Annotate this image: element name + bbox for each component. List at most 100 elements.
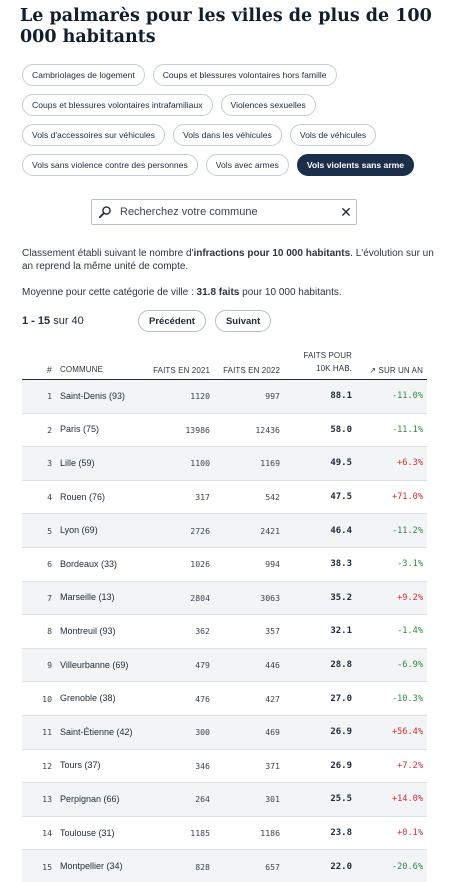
faits-10k-cell: 27.0 xyxy=(330,693,352,704)
commune-cell: Marseille (13) xyxy=(60,592,115,603)
table-body: 1 Saint-Denis (93) 1120 997 88.1 -11.0% 2 Paris… xyxy=(22,380,427,882)
commune-cell: Bordeaux (33) xyxy=(60,558,118,569)
faits-2022-cell: 997 xyxy=(265,391,280,402)
commune-cell: Grenoble (38) xyxy=(60,693,116,704)
faits-2022-cell: 2421 xyxy=(260,525,280,536)
filter-chip-vols-avec-armes[interactable]: Vols avec armes xyxy=(205,154,289,176)
faits-10k-cell: 49.5 xyxy=(330,458,352,469)
commune-cell: Montpellier (34) xyxy=(60,861,123,872)
page-title: Le palmarès pour les villes de plus de 1… xyxy=(20,6,432,47)
faits-2022-cell: 3063 xyxy=(260,592,280,603)
filter-chip-vols-sans-violence-contre-des-personnes[interactable]: Vols sans violence contre des personnes xyxy=(22,154,198,176)
pagination-count: 1 - 15 sur 40 xyxy=(22,315,138,327)
table-row: 6 Bordeaux (33) 1026 994 38.3 -3.1% xyxy=(22,548,427,582)
evolution-cell: -11.1% xyxy=(391,424,423,435)
search-icon xyxy=(92,205,118,219)
faits-2021-cell: 479 xyxy=(195,660,210,671)
rank-cell: 11 xyxy=(42,727,52,738)
filter-chip-vols-violents-sans-arme[interactable]: Vols violents sans arme xyxy=(296,154,415,176)
table-row: 9 Villeurbanne (69) 479 446 28.8 -6.9% xyxy=(22,648,427,683)
faits-2022-cell: 357 xyxy=(265,626,280,637)
category-average: Moyenne pour cette catégorie de ville : … xyxy=(22,287,447,298)
header-faits-10k[interactable]: FAITS POUR 10K HAB. xyxy=(280,349,352,375)
evolution-cell: -6.9% xyxy=(397,660,423,671)
filter-chip-coups-et-blessures-volontaires-intrafamiliaux[interactable]: Coups et blessures volontaires intrafami… xyxy=(22,94,213,116)
header-faits-10k-line1: FAITS POUR xyxy=(303,351,352,360)
faits-10k-cell: 38.3 xyxy=(330,559,352,570)
filter-chip-coups-et-blessures-volontaires-hors-famille[interactable]: Coups et blessures volontaires hors fami… xyxy=(152,64,337,86)
header-evolution[interactable]: ↗ SUR UN AN xyxy=(369,366,423,375)
filter-chip-vols-d-accessoires-sur-vehicules[interactable]: Vols d'accessoires sur véhicules xyxy=(22,124,165,146)
rank-cell: 6 xyxy=(47,559,52,570)
filter-chip-violences-sexuelles[interactable]: Violences sexuelles xyxy=(220,94,316,116)
header-faits-2021[interactable]: FAITS EN 2021 xyxy=(153,366,210,375)
table-row: 8 Montreuil (93) 362 357 32.1 -1.4% xyxy=(22,615,427,649)
ranking-description: Classement établi suivant le nombre d'in… xyxy=(22,247,447,273)
rank-cell: 5 xyxy=(47,525,52,536)
faits-2022-cell: 301 xyxy=(265,794,280,805)
commune-cell: Perpignan (66) xyxy=(60,793,120,804)
rank-cell: 1 xyxy=(47,391,52,402)
faits-10k-cell: 22.0 xyxy=(330,861,352,872)
commune-cell: Paris (75) xyxy=(60,424,100,435)
close-icon[interactable]: ✕ xyxy=(340,203,352,220)
description-text: Classement établi suivant le nombre d' xyxy=(22,248,194,259)
faits-2022-cell: 1169 xyxy=(260,458,280,469)
category-filters: Cambriolages de logement Coups et blessur… xyxy=(22,64,442,184)
commune-cell: Villeurbanne (69) xyxy=(60,659,129,670)
table-header: # COMMUNE FAITS EN 2021 FAITS EN 2022 FA… xyxy=(22,345,427,380)
faits-2022-cell: 371 xyxy=(265,760,280,771)
faits-2021-cell: 828 xyxy=(195,861,210,872)
previous-button[interactable]: Précédent xyxy=(138,310,206,332)
average-value: 31.8 xyxy=(196,287,217,298)
faits-2022-cell: 994 xyxy=(265,559,280,570)
average-unit: faits xyxy=(216,287,240,298)
faits-2021-cell: 346 xyxy=(195,760,210,771)
faits-2022-cell: 542 xyxy=(265,492,280,503)
faits-2022-cell: 12436 xyxy=(255,424,280,435)
rank-cell: 10 xyxy=(42,693,52,704)
faits-2021-cell: 1026 xyxy=(190,559,210,570)
rank-cell: 4 xyxy=(47,492,52,503)
next-button[interactable]: Suivant xyxy=(214,310,272,332)
evolution-cell: -3.1% xyxy=(397,559,423,570)
faits-10k-cell: 26.9 xyxy=(330,760,352,771)
header-commune[interactable]: COMMUNE xyxy=(60,365,103,374)
rank-cell: 13 xyxy=(42,794,52,805)
pagination: 1 - 15 sur 40 Précédent Suivant xyxy=(22,310,322,332)
evolution-cell: -11.2% xyxy=(391,525,423,536)
search-input[interactable] xyxy=(118,206,336,218)
table-row: 2 Paris (75) 13986 12436 58.0 -11.1% xyxy=(22,414,427,448)
filter-row: Coups et blessures volontaires intrafami… xyxy=(22,94,442,116)
table-row: 13 Perpignan (66) 264 301 25.5 +14.0% xyxy=(22,783,427,817)
faits-2021-cell: 1120 xyxy=(190,391,210,402)
filter-row: Cambriolages de logement Coups et blessur… xyxy=(22,64,442,86)
rank-cell: 7 xyxy=(47,592,52,603)
description-text-end: . L'évolution sur un an reprend la même … xyxy=(22,248,434,272)
faits-2021-cell: 476 xyxy=(195,693,210,704)
header-faits-2022[interactable]: FAITS EN 2022 xyxy=(223,366,280,375)
faits-2022-cell: 657 xyxy=(265,861,280,872)
filter-chip-vols-de-vehicules[interactable]: Vols de véhicules xyxy=(289,124,377,146)
commune-cell: Saint-Étienne (42) xyxy=(60,726,133,737)
faits-10k-cell: 28.8 xyxy=(330,660,352,671)
header-rank[interactable]: # xyxy=(46,365,52,375)
faits-10k-cell: 35.2 xyxy=(330,592,352,603)
faits-2021-cell: 2726 xyxy=(190,525,210,536)
filter-chip-vols-dans-les-vehicules[interactable]: Vols dans les véhicules xyxy=(172,124,282,146)
evolution-cell: +0.1% xyxy=(397,828,423,839)
commune-cell: Tours (37) xyxy=(60,760,101,771)
table-row: 10 Grenoble (38) 476 427 27.0 -10.3% xyxy=(22,682,427,716)
table-row: 7 Marseille (13) 2804 3063 35.2 +9.2% xyxy=(22,581,427,616)
faits-10k-cell: 47.5 xyxy=(330,492,352,503)
commune-cell: Lyon (69) xyxy=(60,525,98,536)
filter-chip-cambriolages-de-logement[interactable]: Cambriolages de logement xyxy=(22,64,145,86)
pagination-range: 1 - 15 xyxy=(22,315,51,327)
faits-2022-cell: 1186 xyxy=(260,828,280,839)
evolution-cell: -1.4% xyxy=(397,626,423,637)
commune-cell: Montreuil (93) xyxy=(60,625,116,636)
evolution-cell: +14.0% xyxy=(391,794,423,805)
faits-2022-cell: 469 xyxy=(265,727,280,738)
faits-10k-cell: 88.1 xyxy=(330,391,352,402)
rank-cell: 8 xyxy=(47,626,52,637)
